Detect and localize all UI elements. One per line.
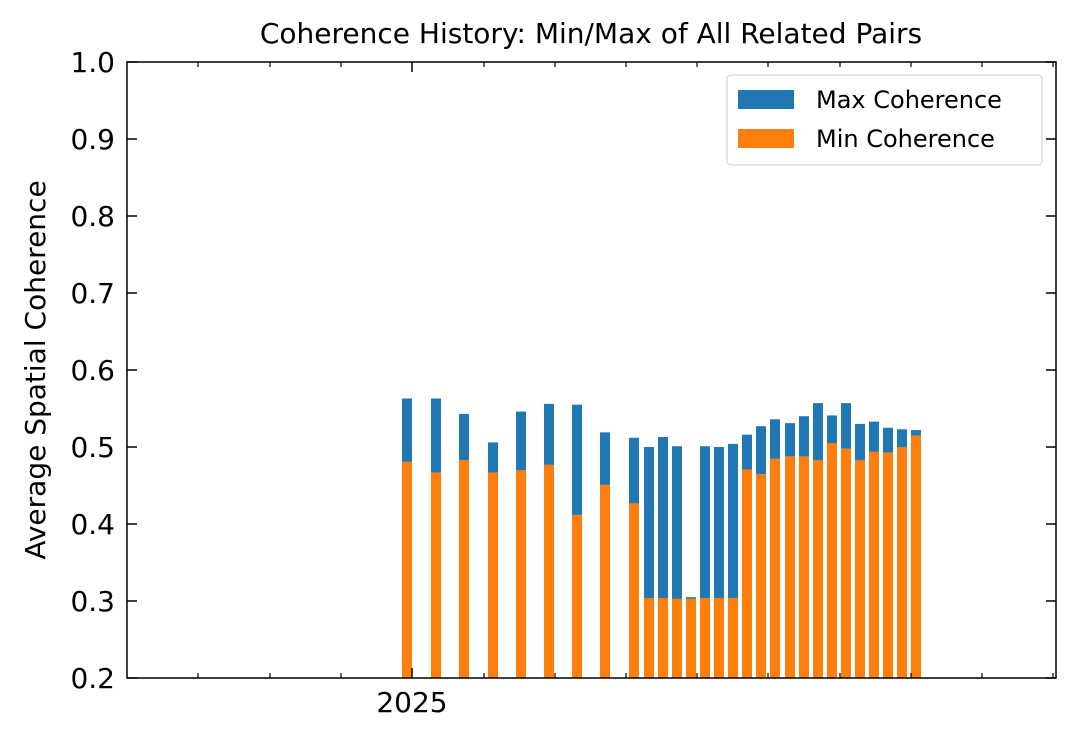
min-coherence-bar (827, 443, 837, 678)
min-coherence-bar (629, 503, 639, 678)
min-coherence-bar (488, 472, 498, 678)
max-coherence-bar (714, 447, 724, 678)
min-coherence-bar (742, 469, 752, 678)
min-coherence-bar (686, 598, 696, 678)
min-coherence-bar (855, 460, 865, 678)
min-coherence-bar (714, 597, 724, 678)
min-coherence-bar (431, 472, 441, 678)
min-coherence-bar (897, 447, 907, 678)
max-coherence-bar (728, 443, 738, 678)
y-tick-label: 0.4 (70, 508, 115, 541)
y-tick-label: 0.9 (70, 123, 115, 156)
max-coherence-bar (658, 436, 668, 678)
min-coherence-bar (869, 451, 879, 678)
min-coherence-bar (770, 458, 780, 678)
min-coherence-bar (700, 597, 710, 678)
chart-title: Coherence History: Min/Max of All Relate… (260, 17, 922, 50)
min-coherence-bar (572, 514, 582, 678)
legend: Max Coherence Min Coherence (726, 74, 1043, 166)
max-coherence-bar (672, 446, 682, 678)
max-coherence-bar (700, 446, 710, 678)
min-coherence-bar (544, 464, 554, 678)
min-coherence-bar (672, 598, 682, 678)
max-coherence-bar (644, 447, 654, 678)
min-coherence-bar (516, 470, 526, 678)
y-tick-label: 0.6 (70, 354, 115, 387)
y-tick-label: 0.2 (70, 662, 115, 695)
min-coherence-bar (756, 473, 766, 678)
bars-layer (402, 398, 921, 678)
legend-swatch-max (738, 90, 794, 109)
min-coherence-bar (911, 435, 921, 678)
legend-label-min: Min Coherence (816, 125, 995, 153)
min-coherence-bar (644, 597, 654, 678)
min-coherence-bar (841, 448, 851, 678)
min-coherence-bar (785, 456, 795, 678)
axes-layer: 0.2 0.3 0.4 0.5 0.6 0.7 0.8 0.9 1.0 2025 (70, 46, 1057, 719)
min-coherence-bar (813, 460, 823, 678)
min-coherence-bar (883, 452, 893, 678)
min-coherence-bar (600, 484, 610, 678)
x-tick-label: 2025 (376, 686, 447, 719)
legend-box (726, 74, 1043, 166)
min-coherence-bar (728, 597, 738, 678)
y-tick-label: 0.3 (70, 585, 115, 618)
y-tick-label: 0.7 (70, 277, 115, 310)
legend-label-max: Max Coherence (816, 86, 1002, 114)
y-tick-label: 0.8 (70, 200, 115, 233)
min-coherence-bar (402, 461, 412, 678)
min-coherence-bar (459, 460, 469, 678)
y-axis-label: Average Spatial Coherence (19, 180, 52, 559)
y-tick-label: 1.0 (70, 46, 115, 79)
legend-swatch-min (738, 129, 794, 148)
min-coherence-bar (799, 456, 809, 678)
min-coherence-bar (658, 597, 668, 678)
y-tick-label: 0.5 (70, 431, 115, 464)
